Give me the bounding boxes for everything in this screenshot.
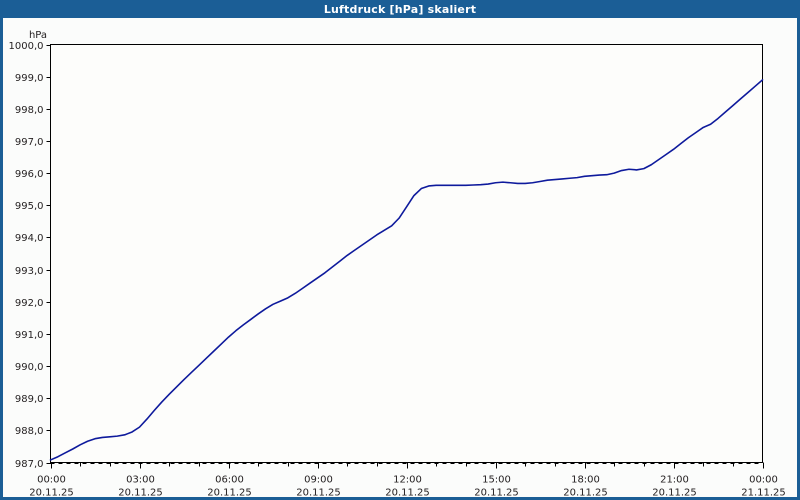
x-axis-time-label: 06:00 <box>215 475 244 486</box>
x-axis-time-label: 00:00 <box>37 475 66 486</box>
x-axis-labels-group: 00:00 20.11.25 03:00 20.11.25 06:00 20.11.25 0… <box>29 475 786 498</box>
x-axis-time-label: 12:00 <box>393 475 422 486</box>
x-axis-date-label: 20.11.25 <box>474 488 519 498</box>
y-axis-tick-label: 996,0 <box>15 169 44 180</box>
x-axis-date-label: 21.11.25 <box>741 488 786 498</box>
x-axis-time-label: 15:00 <box>482 475 511 486</box>
y-axis-tick-label: 990,0 <box>15 362 44 373</box>
pressure-line-chart[interactable]: 1000,0 999,0 998,0 997,0 996,0 995,0 994,0 993,… <box>3 18 797 497</box>
y-axis-tick-label: 988,0 <box>15 426 44 437</box>
y-axis-tick-label: 989,0 <box>15 394 44 405</box>
y-axis-tick-label: 1000,0 <box>9 41 44 52</box>
x-axis-date-label: 20.11.25 <box>29 488 74 498</box>
axis-ticks-group <box>46 45 764 469</box>
y-axis-tick-label: 992,0 <box>15 298 44 309</box>
window-title-bar: Luftdruck [hPa] skaliert <box>0 0 800 18</box>
x-axis-time-label: 00:00 <box>749 475 778 486</box>
x-axis-time-label: 09:00 <box>304 475 333 486</box>
pressure-series-line <box>49 79 764 461</box>
y-axis-tick-label: 999,0 <box>15 73 44 84</box>
y-axis-tick-label: 994,0 <box>15 233 44 244</box>
y-axis-tick-label: 998,0 <box>15 105 44 116</box>
plot-frame <box>50 44 763 463</box>
chart-plot-container[interactable]: 1000,0 999,0 998,0 997,0 996,0 995,0 994,0 993,… <box>3 18 797 497</box>
y-axis-tick-label: 995,0 <box>15 201 44 212</box>
page-title: Luftdruck [hPa] skaliert <box>323 2 477 16</box>
y-axis-labels-group: 1000,0 999,0 998,0 997,0 996,0 995,0 994,0 993,… <box>9 41 44 470</box>
x-axis-date-label: 20.11.25 <box>563 488 608 498</box>
x-axis-date-label: 20.11.25 <box>118 488 163 498</box>
x-axis-date-label: 20.11.25 <box>652 488 697 498</box>
y-axis-tick-label: 993,0 <box>15 266 44 277</box>
x-axis-date-label: 20.11.25 <box>385 488 430 498</box>
x-axis-time-label: 21:00 <box>660 475 689 486</box>
x-axis-time-label: 18:00 <box>571 475 600 486</box>
x-axis-time-label: 03:00 <box>126 475 155 486</box>
x-axis-date-label: 20.11.25 <box>296 488 341 498</box>
y-axis-tick-label: 987,0 <box>15 459 44 470</box>
y-axis-tick-label: 997,0 <box>15 137 44 148</box>
y-axis-unit-label: hPa <box>29 30 47 41</box>
x-axis-date-label: 20.11.25 <box>207 488 252 498</box>
y-axis-tick-label: 991,0 <box>15 330 44 341</box>
